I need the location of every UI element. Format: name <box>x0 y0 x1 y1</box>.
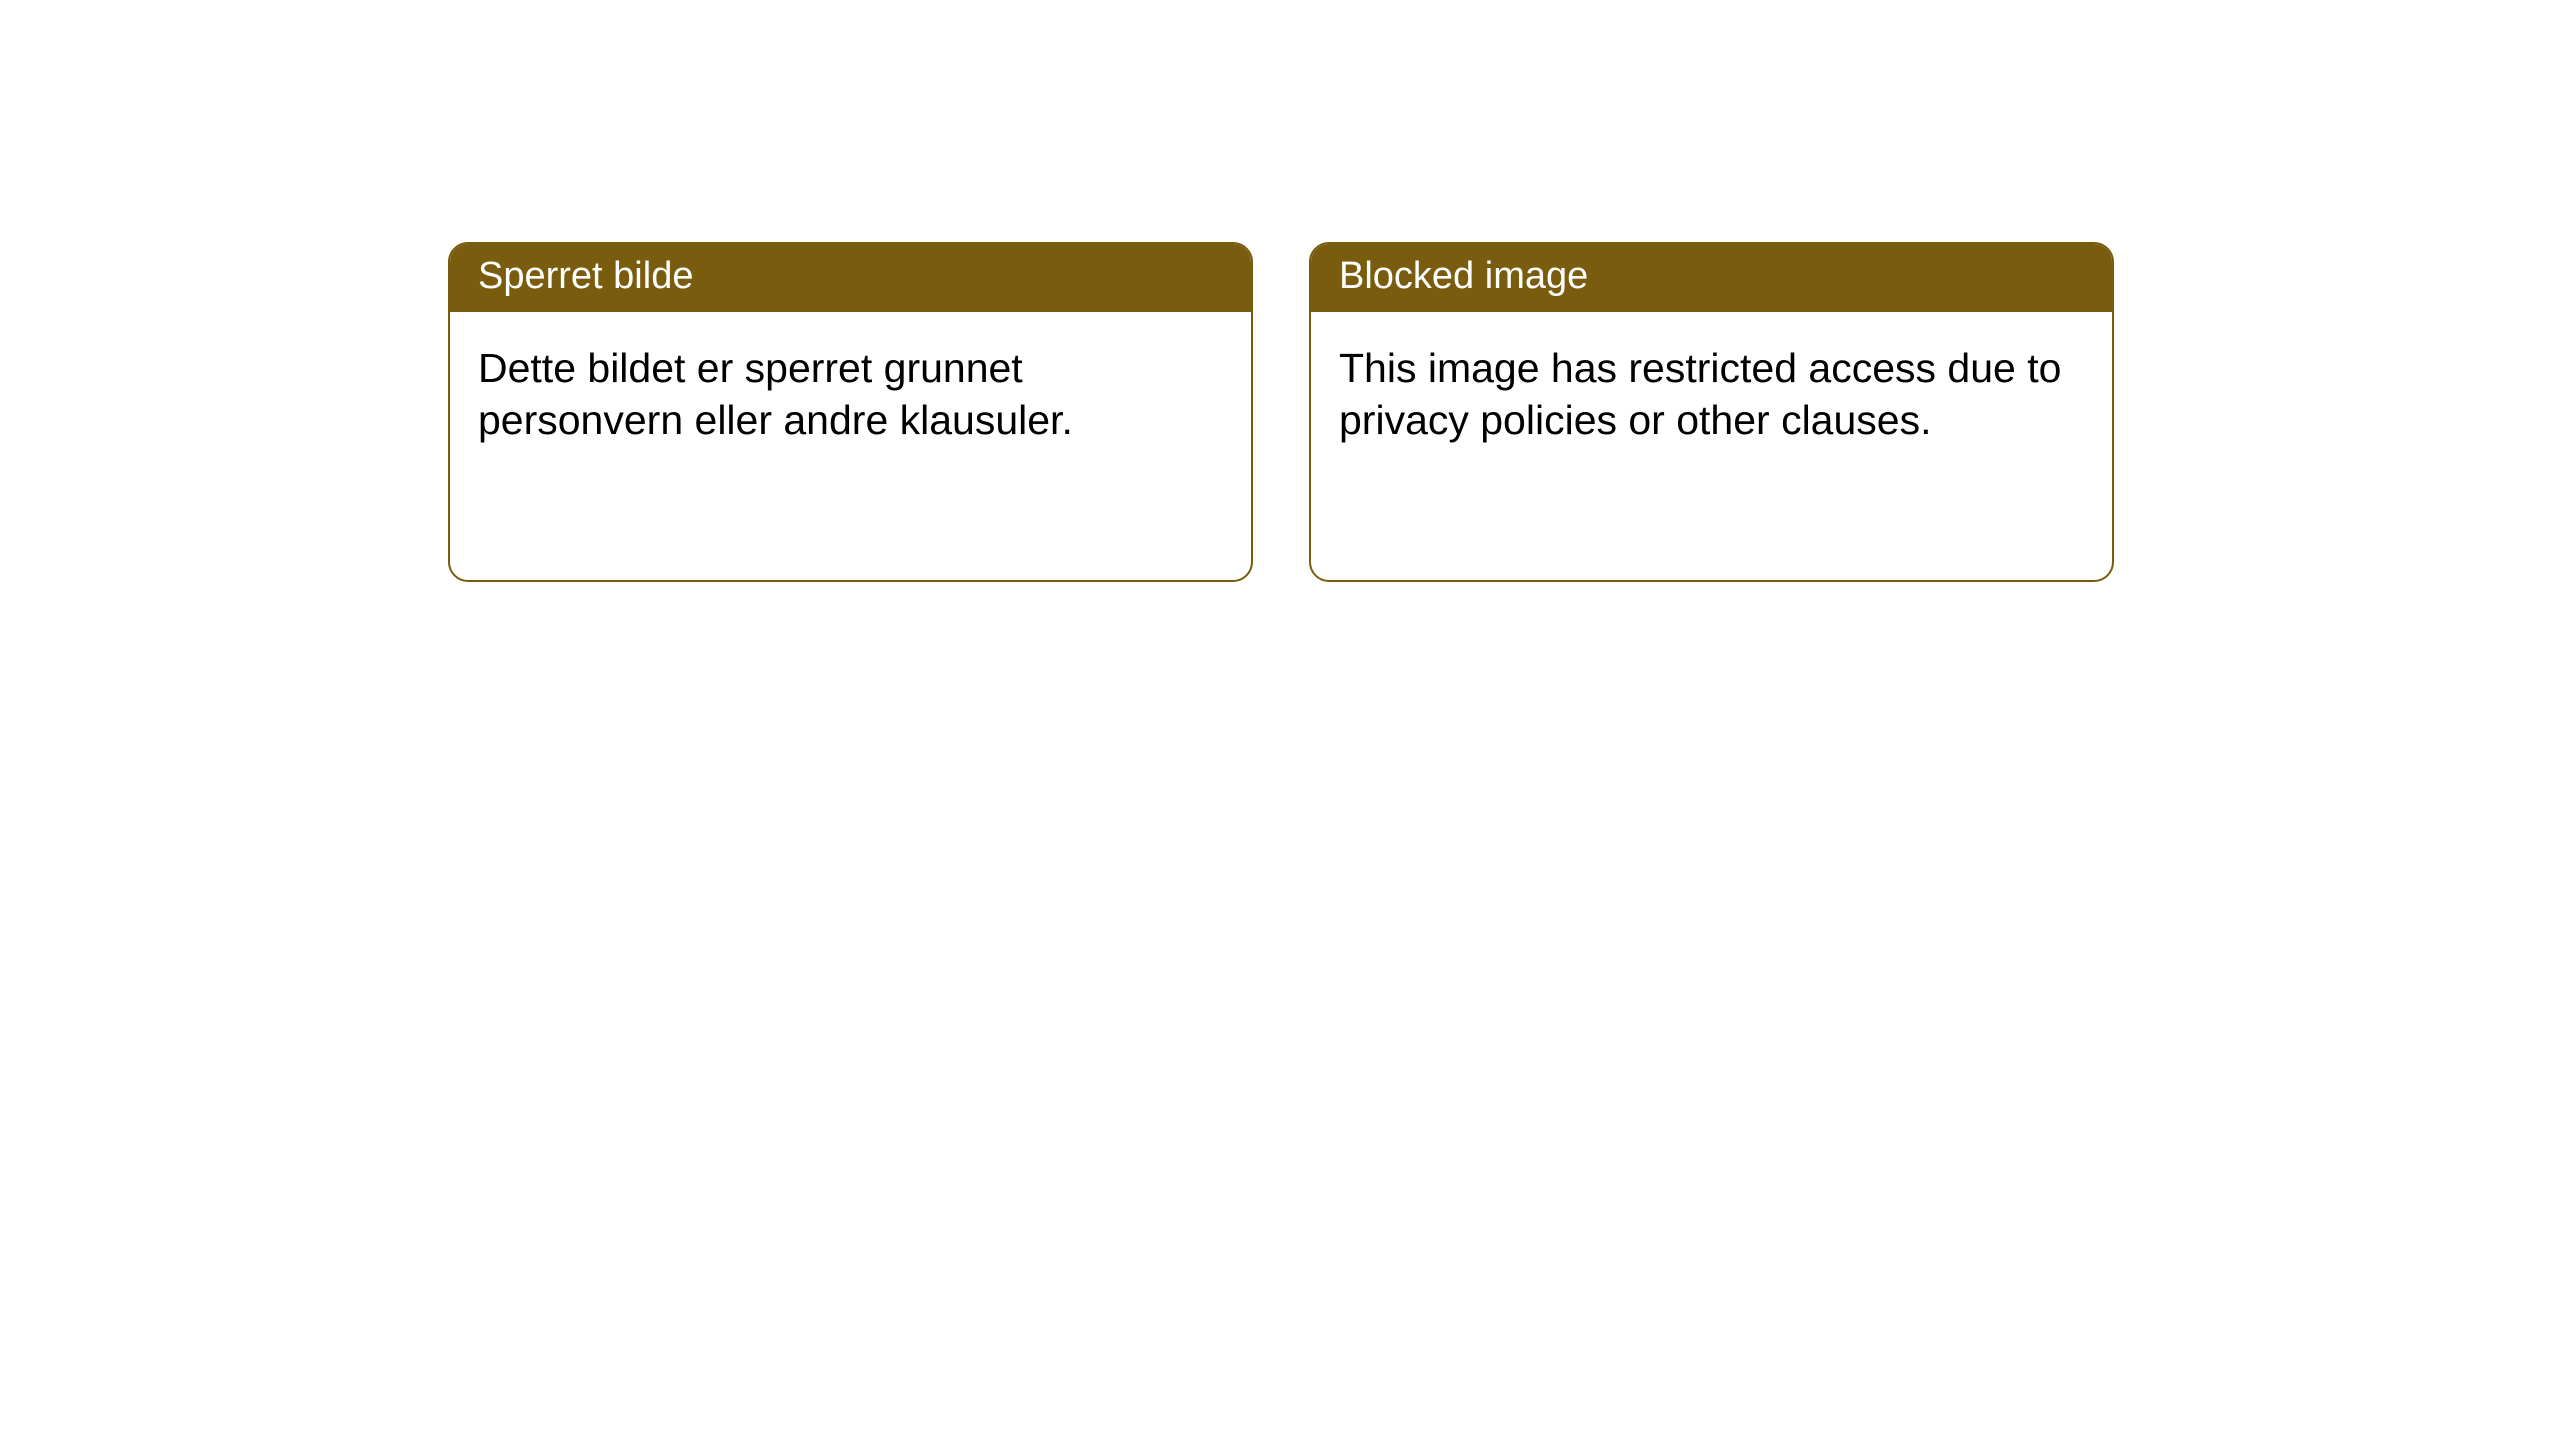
notice-title: Sperret bilde <box>478 255 693 297</box>
notice-card-english: Blocked image This image has restricted … <box>1309 242 2114 582</box>
notice-message: This image has restricted access due to … <box>1339 345 2061 443</box>
notice-message: Dette bildet er sperret grunnet personve… <box>478 345 1073 443</box>
notice-container: Sperret bilde Dette bildet er sperret gr… <box>448 242 2114 582</box>
notice-title: Blocked image <box>1339 255 1588 297</box>
notice-header: Blocked image <box>1311 244 2112 312</box>
notice-body: Dette bildet er sperret grunnet personve… <box>450 312 1251 477</box>
notice-card-norwegian: Sperret bilde Dette bildet er sperret gr… <box>448 242 1253 582</box>
notice-header: Sperret bilde <box>450 244 1251 312</box>
notice-body: This image has restricted access due to … <box>1311 312 2112 477</box>
